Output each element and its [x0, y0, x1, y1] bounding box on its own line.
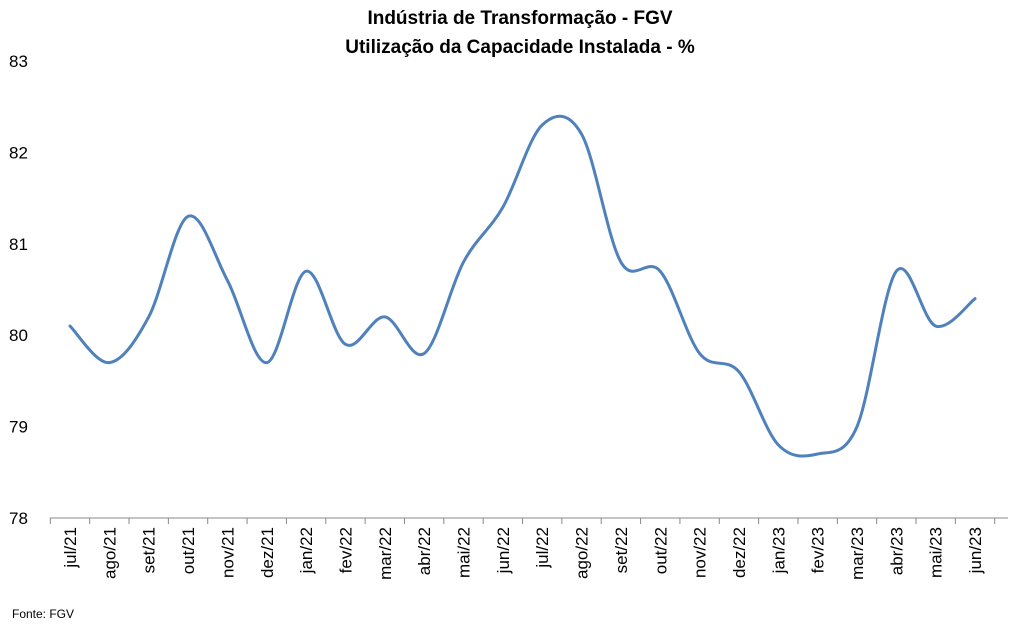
data-point-mai-22	[462, 260, 466, 264]
x-tick-label-ago-22: ago/22	[573, 527, 592, 579]
x-axis: jul/21 ago/21 set/21 out/21 nov/21 dez/21 jan/…	[49, 517, 1008, 580]
series-line-0	[68, 114, 977, 458]
x-tick-label-nov-22: nov/22	[691, 527, 710, 578]
x-tick-label-fev-23: fev/23	[809, 527, 828, 573]
x-tick-label-ago-21: ago/21	[100, 527, 119, 579]
x-tick-label-jun-23: jun/23	[966, 527, 985, 574]
y-tick-label-78: 78	[9, 509, 28, 528]
x-tick-label-jan-22: jan/22	[297, 527, 316, 574]
x-tick-label-jul-22: jul/22	[533, 527, 552, 569]
data-point-dez-21	[265, 361, 269, 365]
data-point-mar-22	[383, 315, 387, 319]
source-note: Fonte: FGV	[12, 607, 75, 621]
data-point-jun-22	[501, 205, 505, 209]
y-tick-label-80: 80	[9, 326, 28, 345]
y-tick-label-81: 81	[9, 235, 28, 254]
x-tick-label-mai-23: mai/23	[927, 527, 946, 578]
x-tick-label-set-22: set/22	[612, 527, 631, 573]
y-tick-label-83: 83	[9, 52, 28, 71]
data-point-nov-22	[698, 351, 702, 355]
x-tick-label-dez-22: dez/22	[730, 527, 749, 578]
data-point-ago-22	[580, 132, 584, 136]
data-point-jul-21	[68, 324, 72, 328]
x-tick-label-set-21: set/21	[140, 527, 159, 573]
x-tick-label-mar-22: mar/22	[376, 527, 395, 580]
x-tick-label-out-21: out/21	[179, 527, 198, 574]
series-layer	[68, 114, 977, 458]
data-point-ago-21	[107, 361, 111, 365]
x-tick-label-out-22: out/22	[651, 527, 670, 574]
x-tick-label-jun-22: jun/22	[494, 527, 513, 574]
x-tick-label-jul-21: jul/21	[61, 527, 80, 569]
y-axis: 78 79 80 81 82 83	[9, 52, 28, 528]
x-tick-label-mai-22: mai/22	[455, 527, 474, 578]
data-point-jan-22	[304, 269, 308, 273]
x-tick-label-abr-22: abr/22	[415, 527, 434, 575]
x-tick-label-jan-23: jan/23	[769, 527, 788, 574]
y-tick-label-82: 82	[9, 143, 28, 162]
data-point-out-22	[658, 269, 662, 273]
data-point-jun-23	[973, 297, 977, 301]
x-tick-label-mar-23: mar/23	[848, 527, 867, 580]
data-point-out-21	[186, 214, 190, 218]
data-point-set-22	[619, 260, 623, 264]
data-point-mai-23	[934, 324, 938, 328]
x-tick-label-dez-21: dez/21	[258, 527, 277, 578]
data-point-fev-22	[343, 342, 347, 346]
data-point-fev-23	[816, 452, 820, 456]
data-point-abr-23	[894, 269, 898, 273]
data-point-nov-21	[225, 278, 229, 282]
x-tick-label-abr-23: abr/23	[887, 527, 906, 575]
data-point-jul-22	[540, 123, 544, 127]
data-point-set-21	[147, 315, 151, 319]
data-point-jan-23	[776, 443, 780, 447]
y-tick-label-79: 79	[9, 418, 28, 437]
chart-title-line-1: Indústria de Transformação - FGV	[367, 8, 673, 29]
data-point-mar-23	[855, 425, 859, 429]
x-tick-label-fev-22: fev/22	[336, 527, 355, 573]
x-tick-label-nov-21: nov/21	[218, 527, 237, 578]
chart-title: Indústria de Transformação - FGV Utiliza…	[230, 4, 810, 62]
chart-title-line-2: Utilização da Capacidade Instalada - %	[345, 37, 695, 58]
data-point-abr-22	[422, 351, 426, 355]
data-point-dez-22	[737, 370, 741, 374]
